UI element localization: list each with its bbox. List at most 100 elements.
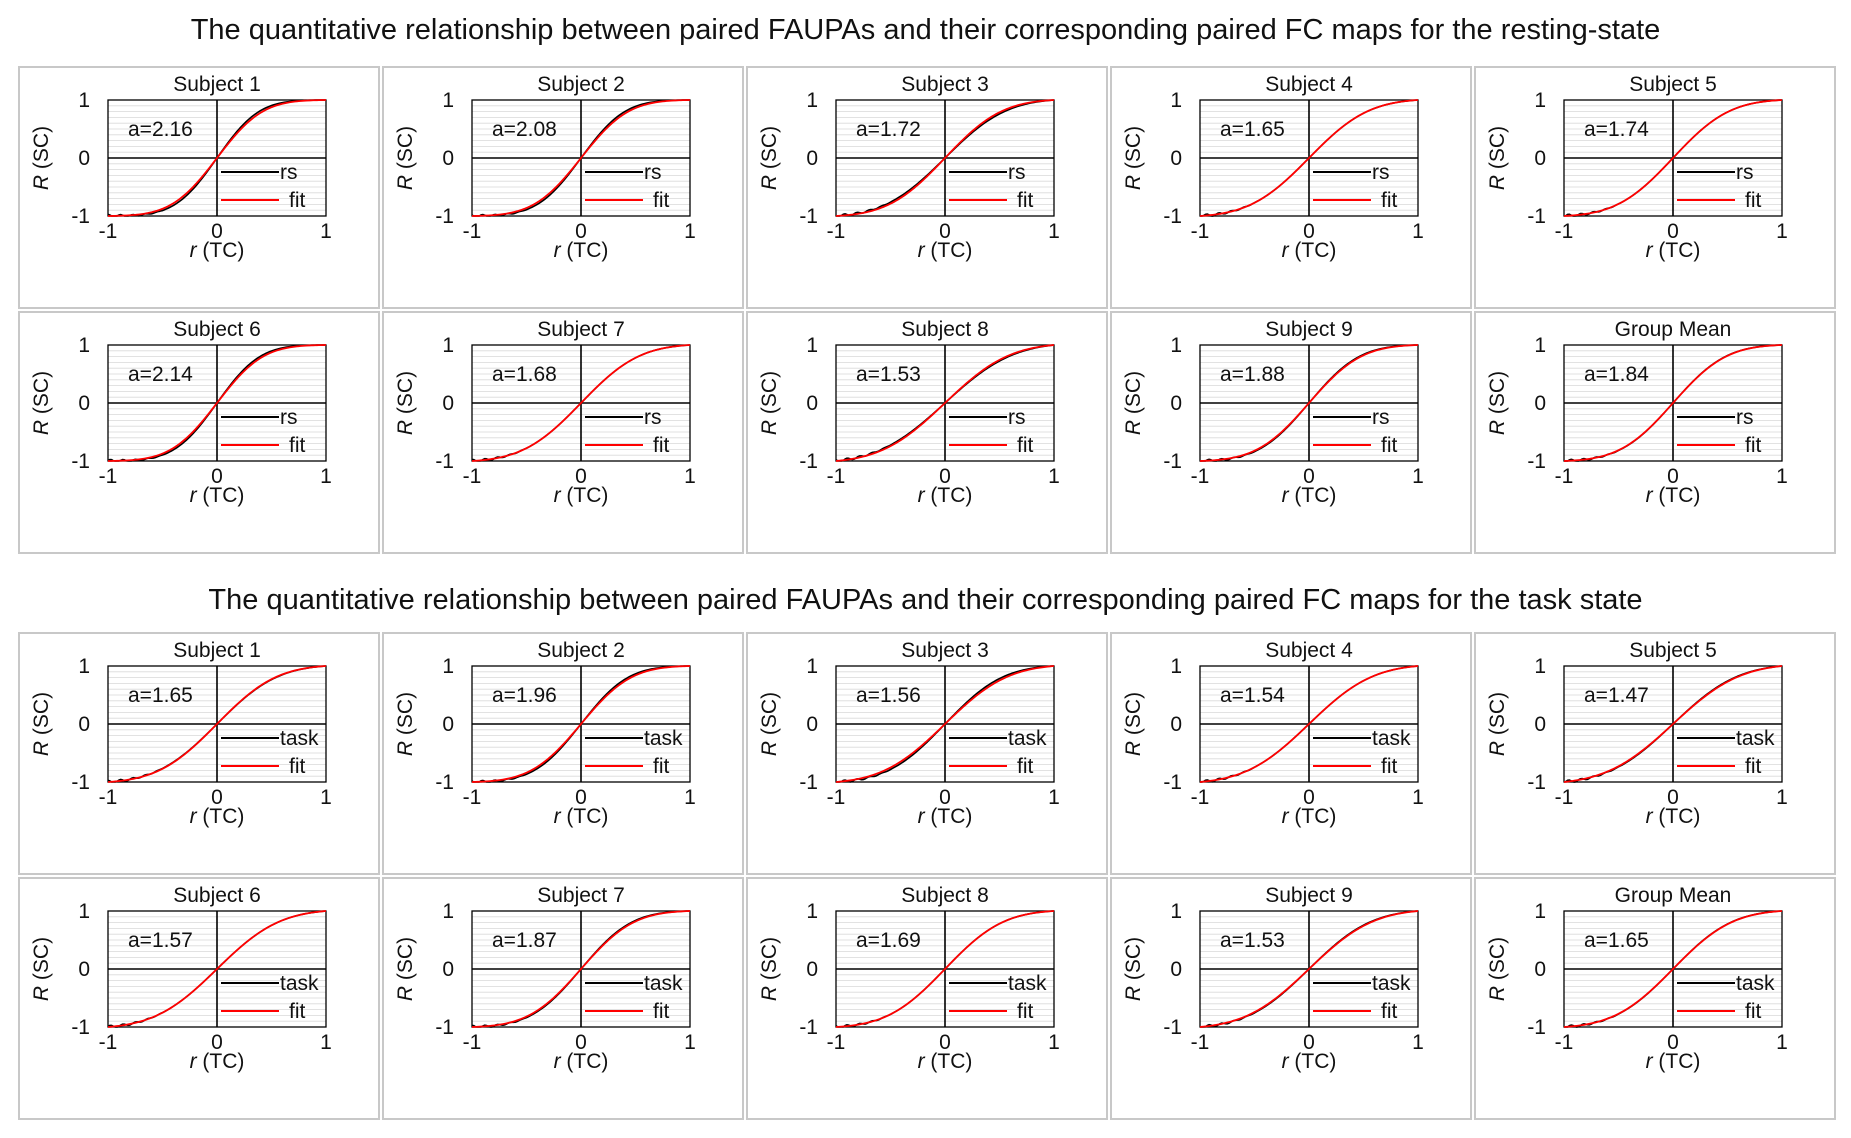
x-tick-label: 0 (575, 786, 587, 809)
x-axis-label: r (TC) (918, 484, 973, 507)
a-parameter-label: a=2.16 (128, 118, 193, 141)
legend-fit-label: fit (289, 1000, 306, 1023)
chart-svg: Subject 5 1 0 -1 -1 0 1 r (TC) R (SC) a=1.74 rs fit (1486, 73, 1788, 262)
fit-series-line (835, 910, 1055, 1028)
a-parameter-label: a=1.47 (1584, 684, 1649, 707)
legend-fit-label: fit (1017, 755, 1034, 778)
y-axis-label: R (SC) (30, 692, 53, 756)
y-tick-label: 1 (1534, 334, 1546, 357)
y-tick-label: 1 (806, 89, 818, 112)
x-tick-label: -1 (1555, 465, 1574, 488)
y-axis-label: R (SC) (1486, 371, 1509, 435)
y-tick-label: -1 (435, 771, 454, 794)
a-parameter-label: a=1.54 (1220, 684, 1285, 707)
a-parameter-label: a=1.88 (1220, 363, 1285, 386)
x-axis-label: r (TC) (190, 805, 245, 828)
chart-svg: Subject 9 1 0 -1 -1 0 1 r (TC) R (SC) a=1.88 rs fit (1122, 318, 1424, 507)
x-tick-label: 1 (320, 786, 332, 809)
y-tick-label: -1 (799, 450, 818, 473)
legend-data-label: task (1008, 972, 1047, 995)
y-axis-label: R (SC) (1486, 692, 1509, 756)
x-tick-label: 0 (211, 1031, 223, 1054)
y-tick-label: -1 (1163, 450, 1182, 473)
chart-svg: Group Mean 1 0 -1 -1 0 1 r (TC) R (SC) a=1.84 rs fi… (1486, 318, 1788, 507)
y-tick-label: 0 (442, 958, 454, 981)
a-parameter-label: a=1.57 (128, 929, 193, 952)
fit-series-line (1199, 910, 1419, 1028)
y-axis-label: R (SC) (30, 126, 53, 190)
x-axis-label: r (TC) (1282, 484, 1337, 507)
x-tick-label: 0 (1667, 220, 1679, 243)
legend-fit-label: fit (653, 434, 670, 457)
chart-svg: Subject 2 1 0 -1 -1 0 1 r (TC) R (SC) a=1.96 task f… (394, 639, 696, 828)
x-tick-label: 1 (1412, 1031, 1424, 1054)
y-axis-label: R (SC) (758, 371, 781, 435)
chart-svg: Subject 3 1 0 -1 -1 0 1 r (TC) R (SC) a=1.56 task f… (758, 639, 1060, 828)
chart-svg: Subject 6 1 0 -1 -1 0 1 r (TC) R (SC) a=1.57 task f… (30, 884, 332, 1073)
y-tick-label: 1 (806, 655, 818, 678)
x-axis-label: r (TC) (1646, 1050, 1701, 1073)
y-tick-label: 0 (1170, 147, 1182, 170)
x-axis-label: r (TC) (554, 239, 609, 262)
legend-fit-label: fit (653, 1000, 670, 1023)
legend-data-label: rs (280, 161, 298, 184)
y-tick-label: 0 (1534, 713, 1546, 736)
fit-series-line (835, 99, 1055, 217)
y-tick-label: 0 (806, 713, 818, 736)
x-tick-label: 1 (320, 465, 332, 488)
panel-title: Subject 8 (901, 884, 989, 907)
y-tick-label: 1 (1170, 900, 1182, 923)
chart-panel: Subject 6 1 0 -1 -1 0 1 r (TC) R (SC) a=1.57 task f… (18, 877, 380, 1120)
y-tick-label: -1 (1527, 1016, 1546, 1039)
x-tick-label: -1 (1555, 1031, 1574, 1054)
y-tick-label: 1 (442, 89, 454, 112)
panel-title: Group Mean (1615, 318, 1732, 341)
x-axis-label: r (TC) (190, 484, 245, 507)
y-tick-label: -1 (799, 205, 818, 228)
a-parameter-label: a=1.68 (492, 363, 557, 386)
x-tick-label: -1 (463, 220, 482, 243)
y-tick-label: -1 (71, 1016, 90, 1039)
legend-data-label: task (1372, 727, 1411, 750)
y-tick-label: 1 (1170, 89, 1182, 112)
legend-data-label: task (280, 727, 319, 750)
legend-data-label: rs (644, 406, 662, 429)
x-tick-label: 1 (684, 465, 696, 488)
fit-series-line (835, 665, 1055, 783)
x-tick-label: -1 (827, 465, 846, 488)
legend-data-label: rs (644, 161, 662, 184)
legend-fit-label: fit (1381, 1000, 1398, 1023)
panel-title: Subject 8 (901, 318, 989, 341)
legend-data-label: rs (1736, 161, 1754, 184)
x-tick-label: 0 (939, 220, 951, 243)
x-tick-label: -1 (99, 786, 118, 809)
a-parameter-label: a=1.84 (1584, 363, 1649, 386)
chart-svg: Subject 1 1 0 -1 -1 0 1 r (TC) R (SC) a=1.65 task f… (30, 639, 332, 828)
x-tick-label: 0 (1303, 786, 1315, 809)
x-axis-label: r (TC) (190, 239, 245, 262)
x-tick-label: -1 (1555, 786, 1574, 809)
legend-data-label: task (1372, 972, 1411, 995)
y-tick-label: 1 (78, 900, 90, 923)
legend-data-label: rs (1736, 406, 1754, 429)
a-parameter-label: a=2.14 (128, 363, 193, 386)
legend-fit-label: fit (289, 189, 306, 212)
panel-title: Subject 3 (901, 73, 989, 96)
chart-panel: Subject 9 1 0 -1 -1 0 1 r (TC) R (SC) a=1.53 task f… (1110, 877, 1472, 1120)
y-tick-label: 1 (806, 334, 818, 357)
x-axis-label: r (TC) (190, 1050, 245, 1073)
legend-data-label: rs (1372, 406, 1390, 429)
legend-fit-label: fit (1381, 189, 1398, 212)
x-tick-label: 0 (575, 1031, 587, 1054)
y-tick-label: 0 (1534, 392, 1546, 415)
x-tick-label: 1 (1776, 1031, 1788, 1054)
x-axis-label: r (TC) (554, 1050, 609, 1073)
x-axis-label: r (TC) (554, 484, 609, 507)
legend-data-label: task (644, 727, 683, 750)
fit-series-line (1199, 665, 1419, 783)
x-tick-label: 0 (939, 465, 951, 488)
panel-title: Subject 9 (1265, 884, 1353, 907)
x-tick-label: -1 (463, 786, 482, 809)
legend-fit-label: fit (653, 189, 670, 212)
x-tick-label: 0 (1667, 465, 1679, 488)
